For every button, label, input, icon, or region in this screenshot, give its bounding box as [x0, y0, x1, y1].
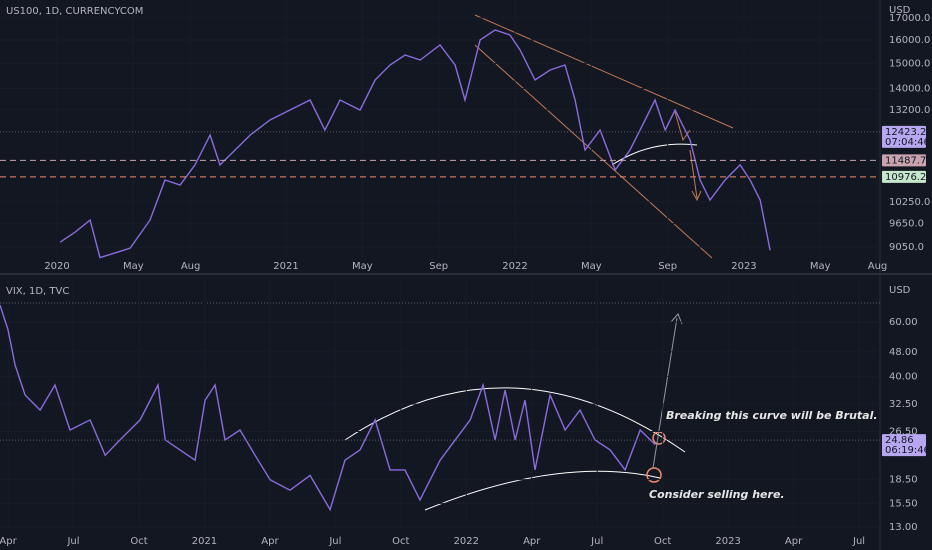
x-tick-label: Oct: [130, 536, 147, 547]
x-tick-label: Aug: [868, 261, 888, 272]
y-tick-label: 40.00: [889, 371, 918, 382]
x-tick-label: Apr: [0, 536, 18, 547]
price-line: [0, 304, 656, 512]
x-tick-label: Sep: [429, 261, 448, 272]
y-tick-label: 13.00: [889, 522, 918, 533]
x-tick-label: 2022: [502, 261, 527, 272]
x-tick-label: 2020: [44, 261, 69, 272]
price-tag: [882, 125, 926, 148]
x-tick-label: May: [123, 261, 144, 272]
y-tick-label: 10250.0: [889, 197, 930, 208]
x-tick-label: 2022: [454, 536, 479, 547]
y-tick-label: 16000.0: [889, 35, 930, 46]
x-tick-label: 2023: [715, 536, 740, 547]
curve: [344, 387, 686, 453]
y-tick-label: 13200.0: [889, 105, 930, 116]
x-tick-label: Apr: [523, 536, 541, 547]
y-tick-label: 32.50: [889, 399, 918, 410]
x-tick-label: Jul: [852, 536, 865, 547]
x-tick-label: 2021: [192, 536, 217, 547]
price-line: [59, 29, 771, 259]
pane-title: VIX, 1D, TVC: [6, 286, 69, 297]
curve: [611, 143, 698, 166]
y-tick-label: 9650.0: [889, 219, 924, 230]
marker-circle: [646, 467, 662, 483]
currency-label: USD: [889, 285, 911, 296]
currency-label: USD: [889, 5, 911, 16]
x-tick-label: Oct: [392, 536, 409, 547]
y-tick-label: 17000.0: [889, 13, 930, 24]
arrow: [674, 111, 691, 142]
y-tick-label: 14000.0: [889, 83, 930, 94]
x-tick-label: Sep: [658, 261, 677, 272]
y-tick-label: 18.50: [889, 475, 918, 486]
x-tick-label: Jul: [328, 536, 341, 547]
arrow: [652, 313, 683, 469]
y-tick-label: 26.50: [889, 427, 918, 438]
price-tag-label: 10976.2: [885, 172, 926, 183]
y-tick-label: 9050.0: [889, 242, 924, 253]
arrow: [689, 149, 702, 202]
x-tick-label: May: [352, 261, 373, 272]
annotation: Consider selling here.: [649, 488, 785, 501]
y-tick-label: 15.50: [889, 498, 918, 509]
price-tag: [882, 170, 926, 183]
pane-title: US100, 1D, CURRENCYCOM: [6, 6, 143, 17]
x-tick-label: Apr: [785, 536, 803, 547]
price-tag: [882, 154, 926, 167]
price-tag-label: 24.86: [885, 435, 914, 446]
price-tag-label: 12423.2: [885, 127, 926, 138]
x-tick-label: May: [581, 261, 602, 272]
countdown-label: 06:19:46: [885, 445, 930, 456]
countdown-label: 07:04:46: [885, 137, 930, 148]
x-tick-label: 2021: [273, 261, 298, 272]
price-tag: [882, 434, 926, 457]
y-tick-label: 48.00: [889, 347, 918, 358]
x-tick-label: 2023: [731, 261, 756, 272]
annotation: Breaking this curve will be Brutal.: [666, 409, 878, 422]
x-tick-label: May: [810, 261, 831, 272]
y-tick-label: 60.00: [889, 317, 918, 328]
y-tick-label: 15000.0: [889, 58, 930, 69]
x-tick-label: Apr: [261, 536, 279, 547]
x-tick-label: Jul: [590, 536, 603, 547]
price-tag-label: 11487.7: [885, 155, 926, 166]
x-tick-label: Oct: [654, 536, 671, 547]
curve: [424, 470, 661, 511]
x-tick-label: Aug: [181, 261, 201, 272]
x-tick-label: Jul: [66, 536, 79, 547]
trendline: [474, 14, 734, 129]
